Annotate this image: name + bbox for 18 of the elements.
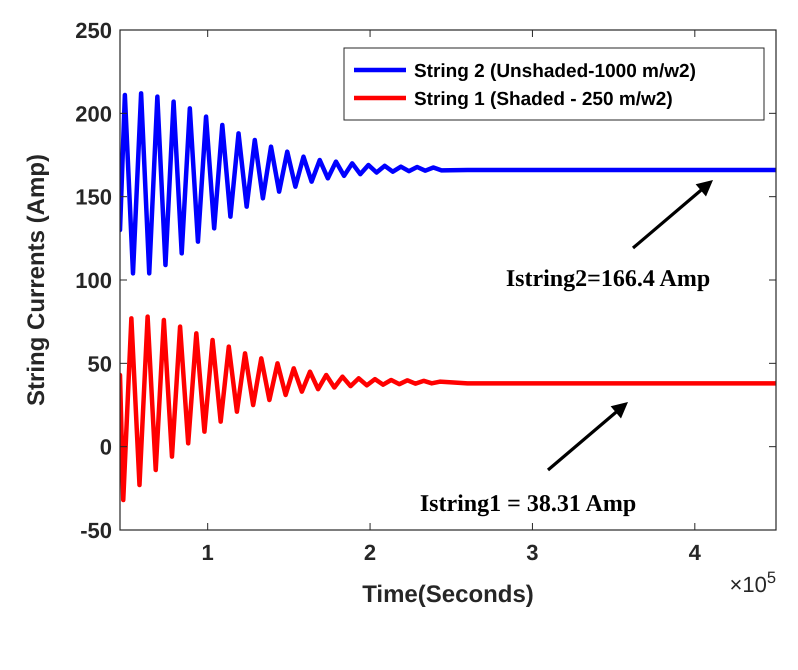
legend-label: String 2 (Unshaded-1000 m/w2) [414,61,696,82]
x-tick-label: 1 [202,540,214,565]
y-tick-label: 50 [88,351,112,376]
y-tick-label: 0 [100,434,112,460]
legend-label: String 1 (Shaded - 250 m/w2) [414,89,673,110]
y-tick-label: 150 [75,184,112,210]
x-tick-label: 4 [688,540,702,565]
y-tick-label: -50 [80,518,112,543]
x-axis-title: Time(Seconds) [362,581,534,608]
x-tick-label: 3 [526,540,539,565]
y-tick-label: 250 [75,18,112,43]
y-tick-label: 200 [75,101,112,126]
text: ×10$^{5}$ [729,569,776,597]
annotation: Istring1 = 38.31 Amp [420,491,636,517]
annotation: Istring2=166.4 Amp [506,266,710,292]
x-tick-label: 2 [364,540,376,565]
y-axis-title: String Currents (Amp) [23,154,50,406]
y-tick-label: 100 [75,268,112,293]
